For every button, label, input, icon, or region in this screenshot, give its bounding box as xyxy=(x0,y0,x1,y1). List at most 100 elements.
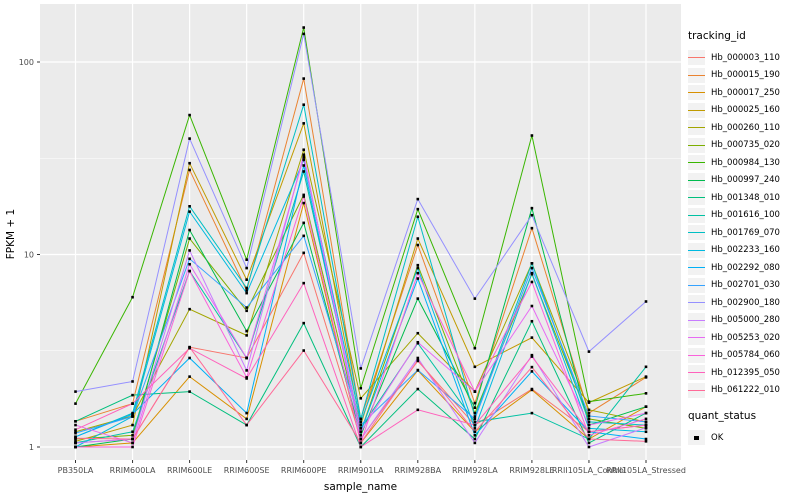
data-point xyxy=(74,419,77,423)
data-point xyxy=(302,193,305,197)
data-point xyxy=(644,375,648,378)
data-point xyxy=(473,365,477,369)
data-point xyxy=(245,369,248,372)
y-tick-label: 100 xyxy=(19,58,34,67)
data-point xyxy=(644,405,648,408)
data-point xyxy=(131,380,134,383)
data-point xyxy=(530,262,534,265)
data-point xyxy=(359,367,363,370)
x-tick-label: RRIM901LA xyxy=(338,466,384,475)
data-point xyxy=(416,243,420,247)
data-point xyxy=(245,278,248,281)
legend-line-icon xyxy=(688,74,705,76)
data-point xyxy=(587,430,591,434)
legend-line-icon xyxy=(688,302,705,304)
data-point xyxy=(188,345,191,349)
data-point xyxy=(416,215,420,219)
legend-line-icon xyxy=(688,354,705,356)
x-tick-label: RRII105LA_Stressed xyxy=(606,466,686,475)
legend-line-icon xyxy=(688,197,705,199)
data-point xyxy=(188,375,191,378)
legend-key-swatch xyxy=(688,207,705,223)
legend-line-icon xyxy=(688,389,705,391)
legend-item-label: Hb_000003_110 xyxy=(711,52,780,63)
data-point xyxy=(644,440,648,443)
legend-line-icon xyxy=(688,144,705,146)
data-point xyxy=(473,430,477,434)
data-point xyxy=(245,309,248,313)
data-point xyxy=(302,251,305,255)
data-point xyxy=(188,161,191,165)
data-point xyxy=(473,406,477,410)
data-point xyxy=(188,137,191,140)
data-point xyxy=(416,408,420,412)
data-point xyxy=(188,390,191,393)
data-point xyxy=(302,234,305,238)
legend-key-swatch xyxy=(688,120,705,136)
x-tick-label: RRIM928BA xyxy=(394,466,441,475)
legend-line-icon xyxy=(688,214,705,216)
data-point xyxy=(188,257,191,261)
data-point xyxy=(416,266,420,270)
x-tick-label: RRIM600PE xyxy=(281,466,327,475)
legend-item: Hb_000997_240 xyxy=(688,172,800,190)
legend-item-label: Hb_005784_060 xyxy=(711,350,780,361)
data-point xyxy=(74,423,77,427)
legend-key-swatch xyxy=(688,225,705,241)
data-point xyxy=(473,415,477,418)
data-point xyxy=(245,356,248,360)
data-point xyxy=(473,401,477,405)
legend-title-quant-status: quant_status xyxy=(688,410,757,422)
data-point xyxy=(644,426,648,429)
data-point xyxy=(245,291,248,295)
data-point xyxy=(473,441,477,445)
legend-item: Hb_000735_020 xyxy=(688,137,800,155)
legend-item: Hb_005253_020 xyxy=(688,329,800,347)
data-point xyxy=(587,414,591,418)
y-tick-label: 10 xyxy=(24,250,34,259)
legend-item: Hb_001616_100 xyxy=(688,207,800,225)
data-point xyxy=(587,445,591,449)
legend-item: Hb_005784_060 xyxy=(688,347,800,365)
data-point xyxy=(587,400,591,403)
data-point xyxy=(245,329,248,333)
data-point xyxy=(587,417,591,421)
data-point xyxy=(416,368,420,372)
data-point xyxy=(644,420,648,424)
data-point xyxy=(188,210,191,213)
legend-item: Hb_012395_050 xyxy=(688,364,800,382)
data-point xyxy=(188,249,191,252)
data-point xyxy=(473,390,477,393)
legend-item: Hb_000003_110 xyxy=(688,49,800,67)
legend-panel: tracking_id Hb_000003_110 Hb_000015_190 Hb… xyxy=(688,30,800,447)
data-point xyxy=(587,441,591,445)
legend-key-swatch xyxy=(688,260,705,276)
data-point xyxy=(359,397,363,400)
legend-item: Hb_002701_030 xyxy=(688,277,800,295)
data-point xyxy=(644,437,648,441)
legend-line-icon xyxy=(688,337,705,339)
data-point xyxy=(302,170,305,173)
legend-item: Hb_001769_070 xyxy=(688,224,800,242)
data-point xyxy=(74,440,77,443)
data-point xyxy=(587,408,591,412)
legend-line-icon xyxy=(688,249,705,251)
legend-key-swatch xyxy=(688,137,705,153)
data-point xyxy=(359,427,363,430)
data-point xyxy=(416,387,420,391)
data-point xyxy=(473,346,477,350)
legend-item-label: Hb_061222_010 xyxy=(711,385,780,396)
data-point xyxy=(302,349,305,352)
legend-item-label: Hb_000025_160 xyxy=(711,105,780,116)
data-point xyxy=(245,289,248,292)
data-point xyxy=(644,430,648,434)
legend-item-label: Hb_005000_280 xyxy=(711,315,780,326)
data-point xyxy=(131,295,134,299)
legend-key-swatch xyxy=(688,67,705,83)
data-point xyxy=(416,271,420,275)
data-point xyxy=(473,437,477,441)
legend-key-swatch xyxy=(688,50,705,66)
data-point xyxy=(587,411,591,415)
legend-item: Hb_002900_180 xyxy=(688,294,800,312)
data-point xyxy=(245,417,248,421)
